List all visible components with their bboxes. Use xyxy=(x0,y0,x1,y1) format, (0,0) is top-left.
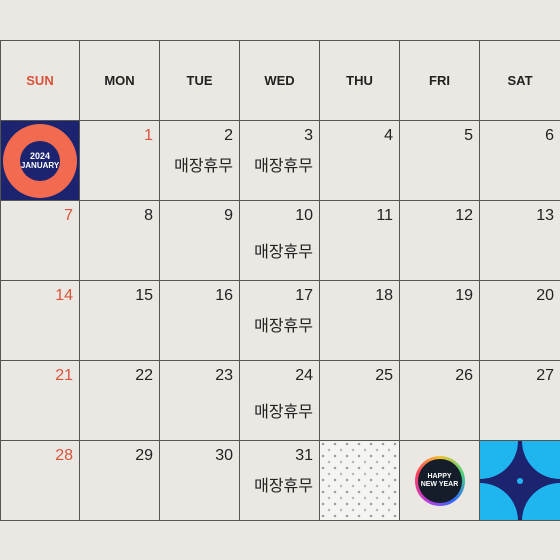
day-cell-4[interactable]: 4 xyxy=(320,121,400,201)
day-cell-1[interactable]: 1 xyxy=(80,121,160,201)
day-number: 19 xyxy=(455,287,473,304)
day-cell-6[interactable]: 6 xyxy=(480,121,560,201)
day-number: 9 xyxy=(224,207,233,224)
day-number: 30 xyxy=(215,447,233,464)
day-cell-18[interactable]: 18 xyxy=(320,281,400,361)
day-number: 10 xyxy=(295,207,313,224)
day-cell-9[interactable]: 9 xyxy=(160,201,240,281)
day-number: 6 xyxy=(545,127,554,144)
weekday-sat: SAT xyxy=(480,41,560,121)
happy-new-year-center: HAPPY NEW YEAR xyxy=(417,458,462,503)
store-closed-label: 매장휴무 xyxy=(254,316,313,335)
day-number: 20 xyxy=(536,287,554,304)
day-cell-2[interactable]: 2 매장휴무 xyxy=(160,121,240,201)
day-number: 12 xyxy=(455,207,473,224)
weekday-thu: THU xyxy=(320,41,400,121)
day-cell-24[interactable]: 24 매장휴무 xyxy=(240,361,320,441)
weekday-tue: TUE xyxy=(160,41,240,121)
day-cell-21[interactable]: 21 xyxy=(0,361,80,441)
day-cell-11[interactable]: 11 xyxy=(320,201,400,281)
day-number: 15 xyxy=(135,287,153,304)
happy-new-year-badge-image: HAPPY NEW YEAR xyxy=(400,441,480,521)
day-cell-8[interactable]: 8 xyxy=(80,201,160,281)
happy-new-year-ring: HAPPY NEW YEAR xyxy=(414,455,465,506)
day-number: 7 xyxy=(64,207,73,224)
diamond-pattern-image xyxy=(480,441,560,521)
day-cell-15[interactable]: 15 xyxy=(80,281,160,361)
day-cell-5[interactable]: 5 xyxy=(400,121,480,201)
day-number: 16 xyxy=(215,287,233,304)
day-number: 22 xyxy=(135,367,153,384)
day-number: 3 xyxy=(304,127,313,144)
day-cell-19[interactable]: 19 xyxy=(400,281,480,361)
store-closed-label: 매장휴무 xyxy=(174,156,233,175)
store-closed-label: 매장휴무 xyxy=(254,242,313,261)
day-cell-12[interactable]: 12 xyxy=(400,201,480,281)
day-cell-30[interactable]: 30 xyxy=(160,441,240,521)
day-number: 5 xyxy=(464,127,473,144)
day-cell-29[interactable]: 29 xyxy=(80,441,160,521)
day-number: 4 xyxy=(384,127,393,144)
day-cell-31[interactable]: 31 매장휴무 xyxy=(240,441,320,521)
january-2024-badge-image: 2024 JANUARY xyxy=(0,121,80,201)
january-badge-center: 2024 JANUARY xyxy=(20,140,60,181)
calendar-grid: SUN MON TUE WED THU FRI SAT 2024 JANUARY… xyxy=(0,40,560,521)
day-cell-7[interactable]: 7 xyxy=(0,201,80,281)
new-year-text: NEW YEAR xyxy=(420,480,459,488)
weekday-mon: MON xyxy=(80,41,160,121)
day-cell-3[interactable]: 3 매장휴무 xyxy=(240,121,320,201)
day-number: 17 xyxy=(295,287,313,304)
day-number: 8 xyxy=(144,207,153,224)
day-number: 26 xyxy=(455,367,473,384)
day-number: 1 xyxy=(144,127,153,144)
geometric-pattern-image xyxy=(320,441,400,521)
day-number: 11 xyxy=(376,207,393,224)
day-cell-26[interactable]: 26 xyxy=(400,361,480,441)
day-cell-23[interactable]: 23 xyxy=(160,361,240,441)
day-cell-28[interactable]: 28 xyxy=(0,441,80,521)
day-number: 18 xyxy=(375,287,393,304)
day-cell-10[interactable]: 10 매장휴무 xyxy=(240,201,320,281)
january-badge-month: JANUARY xyxy=(20,160,60,170)
diamond-pattern-graphic xyxy=(480,441,560,520)
day-number: 21 xyxy=(55,367,73,384)
day-cell-27[interactable]: 27 xyxy=(480,361,560,441)
weekday-sun: SUN xyxy=(0,41,80,121)
day-cell-13[interactable]: 13 xyxy=(480,201,560,281)
day-cell-20[interactable]: 20 xyxy=(480,281,560,361)
day-number: 24 xyxy=(295,367,313,384)
day-number: 14 xyxy=(55,287,73,304)
day-number: 28 xyxy=(55,447,73,464)
store-closed-label: 매장휴무 xyxy=(254,476,313,495)
weekday-fri: FRI xyxy=(400,41,480,121)
day-cell-25[interactable]: 25 xyxy=(320,361,400,441)
store-closed-label: 매장휴무 xyxy=(254,156,313,175)
day-number: 2 xyxy=(224,127,233,144)
day-cell-14[interactable]: 14 xyxy=(0,281,80,361)
store-closed-label: 매장휴무 xyxy=(254,402,313,421)
day-number: 23 xyxy=(215,367,233,384)
day-number: 31 xyxy=(295,447,313,464)
day-cell-22[interactable]: 22 xyxy=(80,361,160,441)
day-number: 25 xyxy=(375,367,393,384)
day-cell-16[interactable]: 16 xyxy=(160,281,240,361)
day-number: 13 xyxy=(536,207,554,224)
day-number: 27 xyxy=(536,367,554,384)
weekday-wed: WED xyxy=(240,41,320,121)
day-number: 29 xyxy=(135,447,153,464)
january-badge-circle: 2024 JANUARY xyxy=(3,123,77,198)
january-badge-year: 2024 xyxy=(29,150,51,161)
happy-text: HAPPY xyxy=(427,473,452,481)
day-cell-17[interactable]: 17 매장휴무 xyxy=(240,281,320,361)
